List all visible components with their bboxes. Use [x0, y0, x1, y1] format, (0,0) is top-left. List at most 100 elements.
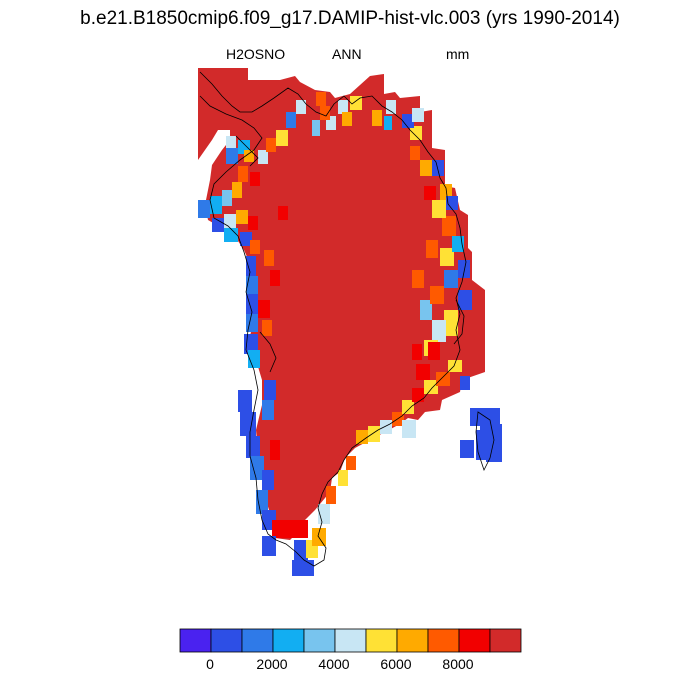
grid-cell	[402, 114, 414, 128]
grid-cell	[312, 120, 320, 136]
colorbar-swatch	[427, 628, 460, 653]
grid-cell	[458, 260, 470, 278]
grid-cell	[326, 486, 336, 504]
grid-cell	[240, 412, 256, 436]
grid-cell	[326, 116, 336, 130]
map-title: b.e21.B1850cmip6.f09_g17.DAMIP-hist-vlc.…	[80, 8, 620, 29]
grid-cell	[432, 200, 446, 218]
colorbar-swatch	[179, 628, 212, 653]
grid-cell	[412, 344, 422, 360]
grid-cell	[446, 196, 458, 210]
grid-cell	[316, 92, 326, 106]
grid-cell	[286, 112, 296, 128]
grid-cell	[270, 340, 280, 356]
grid-cell	[486, 446, 502, 462]
grid-cell	[224, 214, 236, 228]
grid-cell	[222, 190, 232, 206]
grid-cell	[280, 196, 290, 210]
grid-cell	[386, 100, 396, 114]
grid-cell	[452, 236, 464, 252]
colorbar-swatch	[489, 628, 522, 653]
units-label: mm	[446, 46, 470, 62]
grid-cell	[246, 276, 258, 294]
grid-cell	[244, 150, 254, 162]
grid-cell	[436, 372, 450, 386]
grid-cell	[232, 182, 242, 198]
colorbar-swatch	[396, 628, 429, 653]
grid-cell	[346, 456, 356, 470]
colorbar-swatch	[458, 628, 491, 653]
grid-cell	[420, 300, 432, 320]
grid-cell	[256, 490, 268, 514]
colorbar-tick-label: 4000	[318, 656, 350, 672]
grid-cell	[412, 108, 424, 122]
grid-cell	[426, 240, 438, 258]
grid-cell	[416, 364, 430, 380]
grid-cell	[264, 380, 276, 400]
grid-cell	[246, 314, 258, 332]
grid-cell	[226, 148, 238, 164]
grid-cell	[420, 160, 432, 176]
grid-cell	[384, 116, 392, 130]
grid-cell	[250, 240, 260, 254]
grid-cell	[424, 186, 436, 200]
grid-cell	[246, 436, 260, 458]
coastline	[199, 71, 495, 567]
grid-cell	[460, 376, 470, 390]
grid-cell	[262, 470, 274, 490]
grid-cell	[428, 342, 440, 360]
grid-cell	[432, 320, 446, 342]
grid-cell	[270, 440, 280, 460]
colorbar-tick-label: 0	[206, 656, 214, 672]
grid-cell	[246, 256, 256, 276]
ice-sheet-field	[198, 68, 502, 576]
grid-cell	[372, 110, 382, 126]
grid-cell	[350, 96, 362, 110]
grid-cell	[440, 248, 454, 266]
grid-cell	[338, 470, 348, 486]
colorbar-swatch	[241, 628, 274, 653]
grid-cell	[278, 206, 288, 220]
grid-cell	[224, 228, 238, 242]
grid-cell	[476, 430, 486, 460]
colorbar	[179, 628, 522, 653]
variable-label: H2OSNO	[226, 46, 286, 62]
grid-cell	[432, 160, 444, 176]
grid-cell	[258, 150, 268, 164]
grid-cell	[238, 390, 252, 412]
grid-cell	[412, 388, 424, 402]
grid-cell	[412, 270, 424, 288]
colorbar-swatch	[365, 628, 398, 653]
colorbar-tick-label: 2000	[256, 656, 288, 672]
grid-cell	[460, 440, 474, 458]
grid-cell	[236, 210, 248, 224]
grid-cell	[296, 100, 306, 114]
grid-cell	[210, 196, 222, 214]
grid-cell	[212, 218, 224, 232]
grid-cell	[430, 286, 444, 304]
season-label: ANN	[332, 46, 362, 62]
colorbar-swatch	[334, 628, 367, 653]
grid-cell	[238, 166, 248, 182]
grid-cell	[410, 146, 420, 160]
grid-cell	[424, 380, 438, 394]
grid-cell	[294, 540, 308, 560]
grid-cell	[240, 232, 252, 246]
grid-cell	[292, 560, 314, 576]
colorbar-tick-label: 6000	[380, 656, 412, 672]
grid-cell	[320, 106, 330, 120]
grid-cell	[276, 130, 288, 146]
grid-cell	[262, 320, 272, 336]
grid-cell	[250, 456, 264, 480]
grid-cell	[248, 216, 258, 230]
colorbar-swatch	[272, 628, 305, 653]
grid-cell	[264, 250, 274, 266]
grid-cell	[266, 138, 276, 152]
grid-cell	[262, 400, 274, 420]
grid-cell	[226, 136, 236, 148]
grid-cell	[246, 294, 258, 314]
grid-cell	[444, 310, 458, 336]
grid-cell	[368, 426, 380, 442]
grid-cell	[270, 270, 280, 286]
